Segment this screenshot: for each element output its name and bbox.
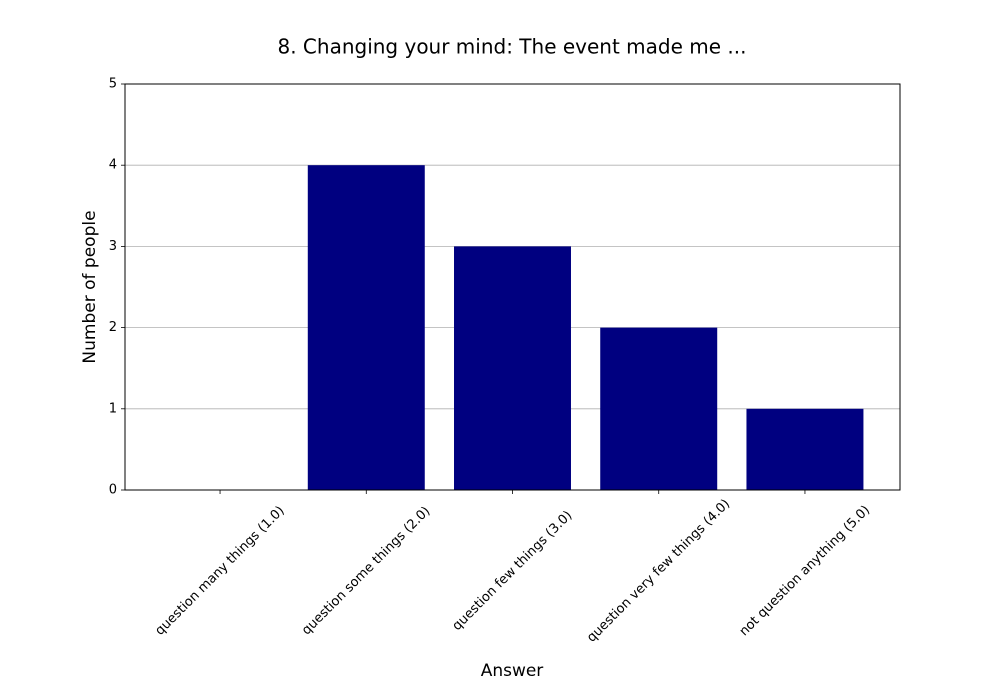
y-tick-label: 5 [109,77,117,92]
bar [307,165,425,490]
y-tick-label: 1 [109,401,117,416]
bar [600,327,718,490]
chart-title: 8. Changing your mind: The event made me… [277,35,746,59]
y-tick-label: 3 [109,239,117,254]
y-tick-label: 2 [109,320,117,335]
bar [746,408,864,490]
y-axis-label: Number of people [80,210,100,363]
y-tick-label: 0 [109,483,117,498]
bar [454,246,571,490]
plot-frame [124,83,901,491]
x-axis-label: Answer [481,661,544,681]
y-tick-label: 4 [109,158,117,173]
